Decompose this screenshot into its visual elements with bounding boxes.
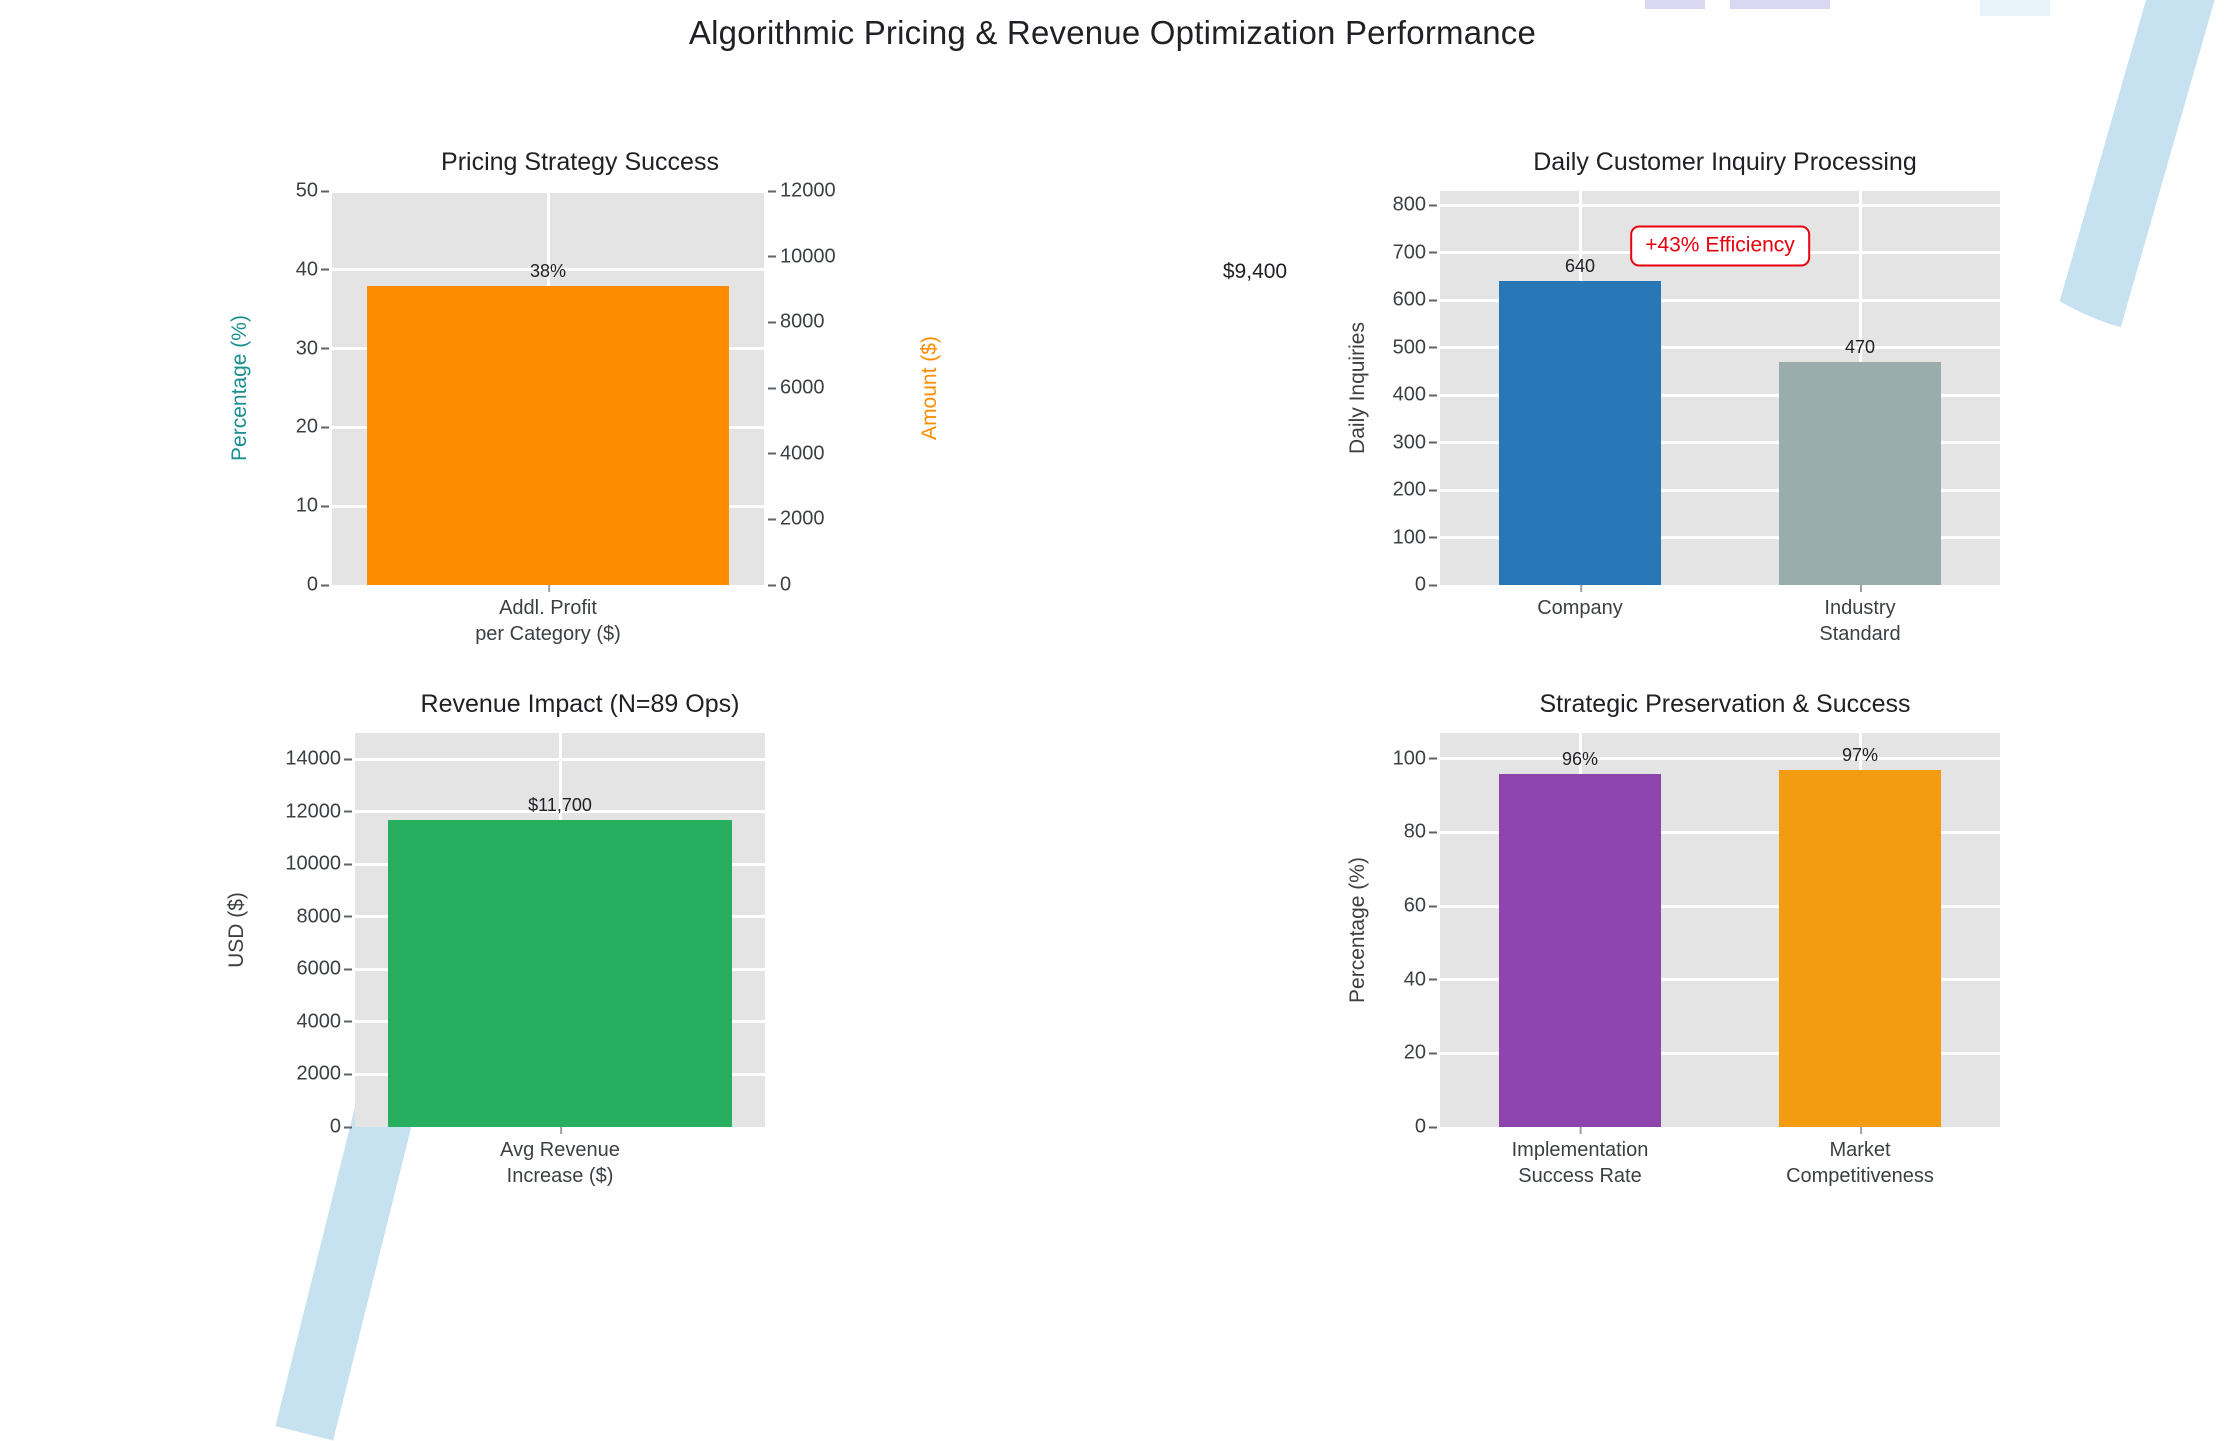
- y-axis-tick-label: 500: [1393, 336, 1440, 359]
- chart-title: Pricing Strategy Success: [441, 148, 719, 176]
- y-axis-tick-label: 8000: [297, 905, 356, 928]
- y-axis-tick-label: 400: [1393, 384, 1440, 407]
- y-axis-tick-label: 800: [1393, 194, 1440, 217]
- y-axis-tick-label: 100: [1393, 747, 1440, 770]
- y-axis-tick-label: 700: [1393, 241, 1440, 264]
- plot-area: 0 20 40 60 80 100 96% Implementation Success Ra…: [1393, 733, 2000, 1187]
- bar-1: [1498, 773, 1662, 1127]
- plot-area: 0 10 20 30 40 50 0 2000 4000 6000 8000 10000 12000 38…: [296, 180, 836, 646]
- bar-value-label: $11,700: [528, 794, 592, 815]
- y-axis-label: Daily Inquiries: [1346, 322, 1369, 454]
- y-axis-label: USD ($): [225, 892, 248, 968]
- bar-value-label: 38%: [529, 260, 567, 281]
- bar-value-label: 640: [1564, 256, 1596, 277]
- gridline-horizontal: [1440, 393, 2000, 397]
- y2-axis-tick-label: 12000: [764, 180, 836, 203]
- chart-panel-revenue-impact: Revenue Impact (N=89 Ops) 0 2000 4000 6000 80…: [200, 690, 960, 1187]
- bar-value-label: 96%: [1561, 748, 1599, 769]
- gridline-horizontal: [1440, 904, 2000, 908]
- y-axis-tick-label: 10000: [285, 853, 355, 876]
- y-axis-label: Percentage (%): [1346, 857, 1369, 1003]
- x-axis-tick-label: Company: [1537, 585, 1623, 621]
- decorative-bar-purple-2: [1730, 0, 1830, 9]
- y2-axis-label: Amount ($): [918, 336, 941, 440]
- y-axis-tick-label: 0: [1415, 1116, 1440, 1139]
- bar-2: [1778, 769, 1942, 1127]
- y-axis-tick-label: 20: [1404, 1042, 1440, 1065]
- y2-axis-tick-label: 4000: [764, 442, 825, 465]
- gridline-horizontal: [1440, 346, 2000, 350]
- y-axis-tick-label: 0: [1415, 574, 1440, 597]
- gridline-horizontal: [1440, 978, 2000, 982]
- y-axis-tick-label: 40: [296, 258, 332, 281]
- y-axis-tick-label: 30: [296, 337, 332, 360]
- y2-axis-tick-label: 6000: [764, 377, 825, 400]
- bar-value-label: 470: [1844, 336, 1876, 357]
- y-axis-tick-label: 20: [296, 416, 332, 439]
- bar-1: [1498, 281, 1662, 585]
- y-axis-tick-label: 60: [1404, 895, 1440, 918]
- y-axis-tick-label: 50: [296, 180, 332, 203]
- y-axis-tick-label: 80: [1404, 821, 1440, 844]
- plot-area: 0 2000 4000 6000 8000 10000 12000 14000 $11,700 A…: [285, 733, 765, 1187]
- y-axis-tick-label: 40: [1404, 968, 1440, 991]
- annotation-badge: +43% Efficiency: [1630, 225, 1810, 267]
- y2-axis-tick-label: 10000: [764, 245, 836, 268]
- chart-title: Revenue Impact (N=89 Ops): [420, 690, 740, 718]
- bar-1: [366, 285, 730, 585]
- y2-axis-tick-label: 8000: [764, 311, 825, 334]
- bar-2: [1778, 361, 1942, 585]
- y-axis-tick-label: 12000: [285, 800, 355, 823]
- chart-panel-pricing-strategy-success: Pricing Strategy Success 0 10 20 30 40 50 0 2000…: [200, 148, 960, 645]
- y2-axis-tick-label: 2000: [764, 508, 825, 531]
- gridline-horizontal: [1440, 536, 2000, 540]
- page-title: Algorithmic Pricing & Revenue Optimizati…: [688, 14, 1537, 51]
- gridline-horizontal: [1440, 488, 2000, 492]
- chart-title: Strategic Preservation & Success: [1539, 690, 1911, 718]
- y-axis-tick-label: 2000: [297, 1063, 356, 1086]
- y-axis-tick-label: 0: [307, 574, 332, 597]
- gridline-horizontal: [1440, 757, 2000, 761]
- y-axis-tick-label: 300: [1393, 431, 1440, 454]
- y-axis-label: Percentage (%): [228, 315, 251, 461]
- plot-area: 0 100 200 300 400 500 600 700 800 640 Company 470 In…: [1393, 191, 2000, 645]
- floating-amount-note: $9,400: [1222, 260, 1288, 283]
- gridline-horizontal: [1440, 1051, 2000, 1055]
- x-axis-tick-label: Industry Standard: [1790, 585, 1930, 648]
- y-axis-tick-label: 100: [1393, 526, 1440, 549]
- chart-panel-daily-customer-inquiry-processing: Daily Customer Inquiry Processing 0 100 200…: [1330, 148, 2120, 645]
- x-axis-tick-label: Avg Revenue Increase ($): [500, 1127, 620, 1190]
- y2-axis-tick-label: 0: [764, 574, 791, 597]
- x-axis-tick-label: Market Competitiveness: [1786, 1127, 1934, 1190]
- y-axis-tick-label: 14000: [285, 748, 355, 771]
- y-axis-tick-label: 6000: [297, 958, 356, 981]
- y-axis-tick-label: 10: [296, 495, 332, 518]
- gridline-horizontal: [1440, 203, 2000, 207]
- chart-panel-strategic-preservation-success: Strategic Preservation & Success 0 20 40 60 8…: [1330, 690, 2120, 1187]
- bar-value-label: 97%: [1841, 744, 1879, 765]
- y-axis-tick-label: 200: [1393, 479, 1440, 502]
- y-axis-tick-label: 4000: [297, 1010, 356, 1033]
- gridline-horizontal: [1440, 830, 2000, 834]
- y-axis-tick-label: 600: [1393, 289, 1440, 312]
- x-axis-tick-label: Addl. Profit per Category ($): [475, 585, 621, 648]
- x-axis-tick-label: Implementation Success Rate: [1512, 1127, 1648, 1190]
- gridline-horizontal: [1440, 441, 2000, 445]
- decorative-bar-purple-1: [1645, 0, 1705, 9]
- gridline-horizontal: [1440, 298, 2000, 302]
- chart-title: Daily Customer Inquiry Processing: [1533, 148, 1917, 176]
- bar-1: [387, 819, 733, 1127]
- y-axis-tick-label: 0: [330, 1116, 355, 1139]
